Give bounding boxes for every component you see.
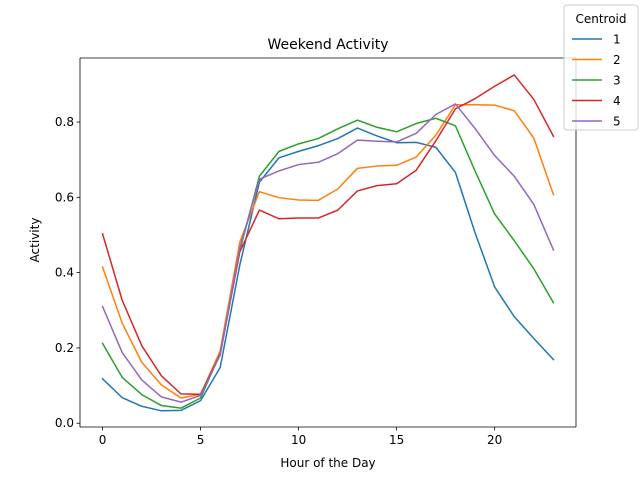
series-line-1: [101, 127, 555, 412]
legend-label-5: 5: [613, 115, 621, 129]
y-tick-label: 0.0: [55, 416, 74, 430]
y-tick-label: 0.4: [55, 266, 74, 280]
x-tick-label: 20: [487, 433, 502, 447]
chart-title: Weekend Activity: [267, 37, 388, 53]
x-tick-label: 0: [99, 433, 107, 447]
series-layer: [101, 74, 555, 412]
plot-area: [80, 58, 576, 427]
y-axis-label: Activity: [28, 218, 42, 263]
axes-layer: 0 5 10 15 20 0.0 0.2 0.4 0.6 0.8: [55, 57, 577, 447]
x-tick-label: 10: [291, 433, 306, 447]
legend-label-2: 2: [613, 53, 621, 67]
legend-label-1: 1: [613, 33, 621, 47]
x-axis-label: Hour of the Day: [280, 456, 375, 470]
plot-background: [80, 58, 576, 427]
x-tick-label: 15: [389, 433, 404, 447]
series-line-4: [101, 74, 555, 395]
legend-label-3: 3: [613, 74, 621, 88]
legend: Centroid 1 2 3 4 5: [563, 4, 639, 131]
series-line-5: [101, 103, 555, 403]
legend-entries: 1 2 3 4 5: [572, 33, 621, 129]
legend-label-4: 4: [613, 94, 621, 108]
legend-title: Centroid: [575, 12, 626, 26]
y-tick-label: 0.6: [55, 190, 74, 204]
x-tick-label: 5: [197, 433, 205, 447]
y-tick-label: 0.2: [55, 341, 74, 355]
series-line-2: [101, 103, 555, 399]
y-tick-label: 0.8: [55, 115, 74, 129]
series-line-3: [101, 117, 555, 409]
legend-frame: [563, 4, 639, 131]
